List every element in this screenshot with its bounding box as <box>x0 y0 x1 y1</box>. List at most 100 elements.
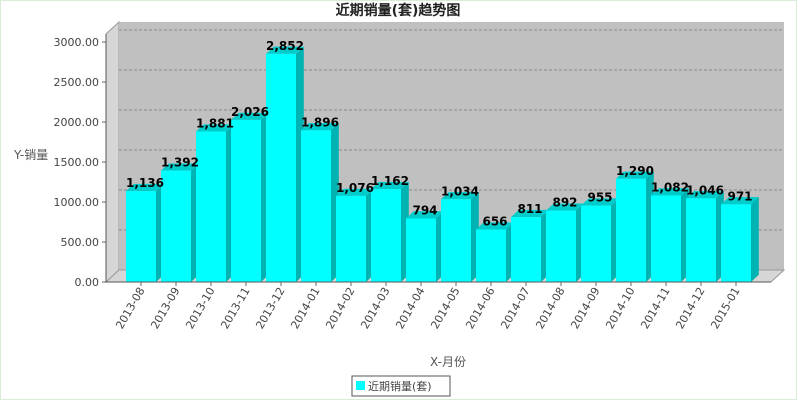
bar <box>616 171 654 282</box>
y-axis-ticks: 0.00 500.00 1000.00 1500.00 2000.00 2500.00 30… <box>54 36 106 289</box>
value-label: 1,290 <box>616 164 654 178</box>
bar-front <box>196 131 226 282</box>
legend-swatch <box>356 381 365 390</box>
legend-box <box>351 375 451 397</box>
x-tick-label: 2014-02 <box>323 285 357 331</box>
bar-front <box>546 210 576 282</box>
y-tick-label: 1500.00 <box>54 156 100 169</box>
value-label: 1,881 <box>196 117 234 131</box>
x-tick-label: 2014-04 <box>393 285 427 331</box>
bar <box>721 197 759 282</box>
value-label: 1,034 <box>441 184 479 198</box>
x-tick-label: 2014-05 <box>428 285 462 331</box>
bar-front <box>721 204 751 282</box>
x-tick-label: 2014-06 <box>463 285 497 331</box>
x-tick-label: 2014-12 <box>673 285 707 331</box>
bar-front <box>161 170 191 282</box>
value-label: 2,852 <box>266 39 304 53</box>
bar-front <box>616 178 646 282</box>
x-tick-label: 2014-03 <box>358 285 392 331</box>
bar-front <box>231 119 261 282</box>
bar <box>406 211 444 282</box>
bar <box>546 203 584 282</box>
value-label: 1,896 <box>301 115 339 129</box>
y-tick-label: 500.00 <box>61 236 100 249</box>
bar <box>441 192 479 282</box>
value-label: 794 <box>412 203 437 217</box>
value-label: 1,076 <box>336 181 374 195</box>
bar-top <box>546 203 584 211</box>
bar-front <box>511 217 541 282</box>
value-label: 1,046 <box>686 183 724 197</box>
value-label: 971 <box>727 189 752 203</box>
x-tick-label: 2014-11 <box>638 285 672 331</box>
bar <box>266 46 304 283</box>
bar <box>336 188 374 282</box>
x-tick-label: 2013-12 <box>253 285 287 331</box>
bar-front <box>371 189 401 282</box>
x-axis-ticks: 2013-08 2013-09 2013-10 2013-11 2013-12 2014-… <box>113 282 743 331</box>
value-label: 1,136 <box>126 176 164 190</box>
x-tick-label: 2014-08 <box>533 285 567 331</box>
legend-label: 近期销量(套) <box>368 379 432 393</box>
x-tick-label: 2014-09 <box>568 285 602 331</box>
bar <box>511 209 549 282</box>
bar-top <box>231 112 269 120</box>
bar-front <box>476 229 506 282</box>
bar-top <box>581 198 619 206</box>
bar-front <box>266 53 296 283</box>
y-tick-label: 0.00 <box>75 276 100 289</box>
bar-top <box>196 124 234 132</box>
bar <box>126 183 164 282</box>
value-label: 2,026 <box>231 105 269 119</box>
value-label: 955 <box>587 191 612 205</box>
bar <box>231 112 269 282</box>
bar-top <box>721 197 759 205</box>
bars <box>126 46 759 283</box>
bar <box>686 191 724 282</box>
bar-front <box>651 195 681 282</box>
plot-wall-left <box>105 20 120 284</box>
bar-top <box>686 191 724 199</box>
y-tick-label: 1000.00 <box>54 196 100 209</box>
x-tick-label: 2014-07 <box>498 285 532 331</box>
bar-top <box>511 209 549 218</box>
bar-front <box>336 195 366 282</box>
value-label: 1,162 <box>371 174 409 188</box>
x-tick-label: 2015-01 <box>708 285 742 331</box>
bar-top <box>616 171 654 179</box>
bar-front <box>406 218 436 282</box>
bar-top <box>126 183 164 192</box>
x-tick-label: 2013-10 <box>183 285 217 331</box>
bar-top <box>301 123 339 131</box>
x-tick-label: 2013-09 <box>148 285 182 331</box>
value-label: 892 <box>552 196 577 210</box>
bar-front <box>301 130 331 282</box>
legend: 近期销量(套) <box>351 375 451 397</box>
bar-top <box>651 188 689 196</box>
value-label: 656 <box>482 215 507 229</box>
chart-title: 近期销量(套)趋势图 <box>336 2 461 19</box>
bar-side <box>751 197 759 282</box>
bar-top <box>441 192 479 200</box>
x-tick-label: 2013-08 <box>113 285 147 331</box>
bar-top <box>371 181 409 190</box>
bar-top <box>266 46 304 54</box>
bar-front <box>686 198 716 282</box>
bar-front <box>126 191 156 282</box>
bar <box>161 163 199 282</box>
bar <box>651 188 689 282</box>
value-label: 1,082 <box>651 180 689 194</box>
y-tick-label: 3000.00 <box>54 36 100 49</box>
bar-front <box>581 205 611 282</box>
bar-front <box>441 199 471 282</box>
bar <box>371 181 409 282</box>
x-tick-label: 2014-10 <box>603 285 637 331</box>
x-tick-label: 2013-11 <box>218 285 252 331</box>
value-label: 1,392 <box>161 156 199 170</box>
bar <box>196 124 234 282</box>
bar <box>476 222 514 282</box>
y-axis-label: Y-销量 <box>13 148 48 162</box>
